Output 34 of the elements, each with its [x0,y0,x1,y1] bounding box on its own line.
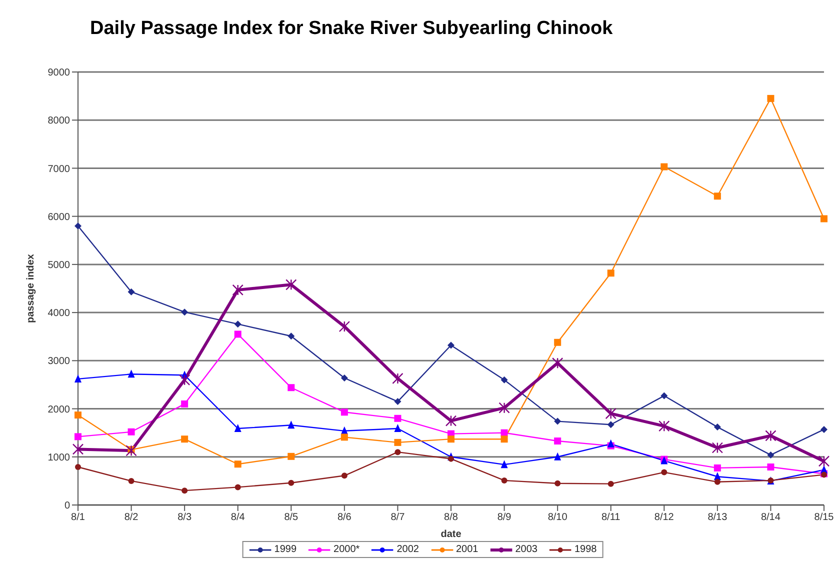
x-tick-label: 8/8 [444,512,458,524]
x-tick-label: 8/11 [601,512,621,524]
legend-label: 2000* [334,544,360,555]
x-tick-label: 8/2 [124,512,139,524]
y-tick-label: 8000 [48,116,70,127]
y-tick-label: 7000 [48,164,70,175]
x-tick-label: 8/5 [284,512,299,524]
x-tick-label: 8/4 [230,512,246,524]
y-tick-label: 6000 [48,212,70,223]
chart-title: Daily Passage Index for Snake River Subyearling Chinook [90,18,613,40]
legend-label: 2001 [456,544,478,555]
legend-label: 1998 [574,544,597,555]
y-tick-label: 3000 [48,356,70,368]
y-tick-label: 9000 [48,68,70,79]
x-tick-label: 8/14 [760,512,781,524]
x-tick-label: 8/3 [178,512,192,524]
x-tick-label: 8/1 [71,512,86,524]
x-tick-label: 8/7 [390,512,406,524]
x-tick-label: 8/10 [548,512,568,524]
legend-label: 2002 [396,544,419,555]
x-axis-title: date [440,529,462,540]
x-tick-label: 8/12 [654,512,674,524]
y-tick-label: 5000 [48,260,70,271]
y-tick-label: 1000 [48,452,70,464]
x-tick-label: 8/15 [814,512,834,524]
x-tick-label: 8/6 [337,512,352,524]
y-tick-label: 4000 [48,308,70,320]
x-tick-label: 8/13 [708,512,728,524]
legend-label: 2003 [515,544,538,555]
y-tick-label: 0 [64,500,70,512]
y-axis-title: passage index [26,254,37,323]
legend-label: 1999 [274,544,297,555]
x-tick-label: 8/9 [497,512,512,524]
y-tick-label: 2000 [48,404,70,416]
